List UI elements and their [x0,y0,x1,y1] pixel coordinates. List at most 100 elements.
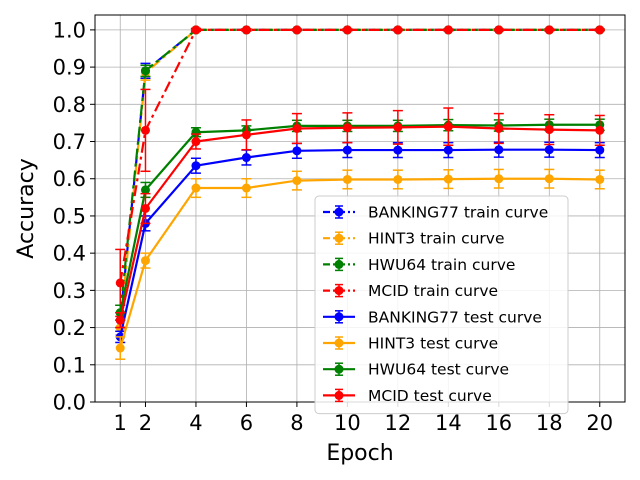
y-tick-label: 0.6 [53,167,86,191]
data-point [140,256,150,266]
data-point [191,183,201,193]
legend-marker [334,233,344,243]
data-point [595,125,605,135]
data-point [292,25,302,35]
data-point [443,25,453,35]
data-point [595,145,605,155]
legend-entry: HWU64 test curve [323,361,509,379]
x-axis-label: Epoch [326,441,393,466]
data-point [342,123,352,133]
data-point [544,145,554,155]
data-point [342,145,352,155]
legend-label: BANKING77 test curve [368,308,542,326]
data-point [241,153,251,163]
data-point [115,343,125,353]
x-tick-label: 18 [536,411,563,435]
series-group [115,25,605,360]
legend-marker [334,364,344,374]
legend-box [314,195,569,415]
legend-entry: HWU64 train curve [323,256,515,274]
data-point [494,145,504,155]
axis-ticks: 1 2 4 6 8 10 12 14 16 18 20 0.0 0.1 0.2 0.3 0.4 0.5 0.6 0.… [53,18,614,435]
data-point [241,183,251,193]
data-point [443,122,453,132]
data-point [393,174,403,184]
x-tick-label: 6 [240,411,253,435]
legend-label: MCID train curve [368,282,498,300]
legend-label: HINT3 test curve [368,335,498,353]
y-tick-label: 0.5 [53,204,86,228]
data-point [342,25,352,35]
data-point [393,122,403,132]
data-point [595,174,605,184]
data-point [140,125,150,135]
legend-label: MCID test curve [368,387,492,405]
data-point [494,123,504,133]
legend-marker [334,390,344,400]
data-point [342,174,352,184]
y-axis-label: Accuracy [14,158,39,258]
data-point [191,137,201,147]
legend-label: HINT3 train curve [368,230,505,248]
legend-marker [334,207,344,217]
legend-entry: BANKING77 test curve [323,308,542,326]
x-tick-label: 10 [334,411,361,435]
legend-entry: HINT3 test curve [323,335,498,353]
legend-label: HWU64 train curve [368,256,515,274]
legend-marker [334,259,344,269]
data-point [140,66,150,76]
data-point [241,25,251,35]
x-tick-label: 2 [139,411,152,435]
data-point [241,130,251,140]
y-tick-label: 0.2 [53,316,86,340]
data-point [115,278,125,288]
data-point [595,25,605,35]
y-tick-label: 0.7 [53,130,86,154]
legend-marker [334,338,344,348]
y-tick-label: 0.8 [53,93,86,117]
x-tick-label: 8 [290,411,303,435]
y-tick-label: 1.0 [53,18,86,42]
y-tick-label: 0.4 [53,242,86,266]
x-tick-label: 20 [586,411,613,435]
series-banking77-test-curve [115,141,605,344]
y-tick-label: 0.0 [53,391,86,415]
y-tick-label: 0.9 [53,56,86,80]
x-tick-label: 14 [435,411,462,435]
data-point [292,176,302,186]
legend-marker [334,312,344,322]
data-point [191,25,201,35]
data-point [115,315,125,325]
series-line [119,28,600,328]
data-point [494,25,504,35]
data-point [292,123,302,133]
series-mcid-train-curve [115,25,605,318]
x-tick-label: 4 [189,411,202,435]
legend: BANKING77 train curve HINT3 train curve HW… [314,195,569,415]
data-point [544,174,554,184]
data-point [443,174,453,184]
data-point [393,25,403,35]
data-point [544,125,554,135]
data-point [393,145,403,155]
data-point [191,161,201,171]
data-point [443,145,453,155]
data-point [292,146,302,156]
legend-entry: HINT3 train curve [323,230,505,248]
series-line [119,28,600,313]
series-mcid-test-curve [115,107,605,329]
y-tick-label: 0.3 [53,279,86,303]
legend-entry: MCID test curve [323,387,492,405]
x-tick-label: 12 [384,411,411,435]
legend-entry: MCID train curve [323,282,498,300]
legend-label: BANKING77 train curve [368,204,548,222]
data-point [544,25,554,35]
y-tick-label: 0.1 [53,353,86,377]
legend-label: HWU64 test curve [368,361,509,379]
x-tick-label: 1 [114,411,127,435]
x-tick-label: 16 [485,411,512,435]
legend-entry: BANKING77 train curve [323,204,548,222]
legend-marker [334,286,344,296]
data-point [140,204,150,213]
